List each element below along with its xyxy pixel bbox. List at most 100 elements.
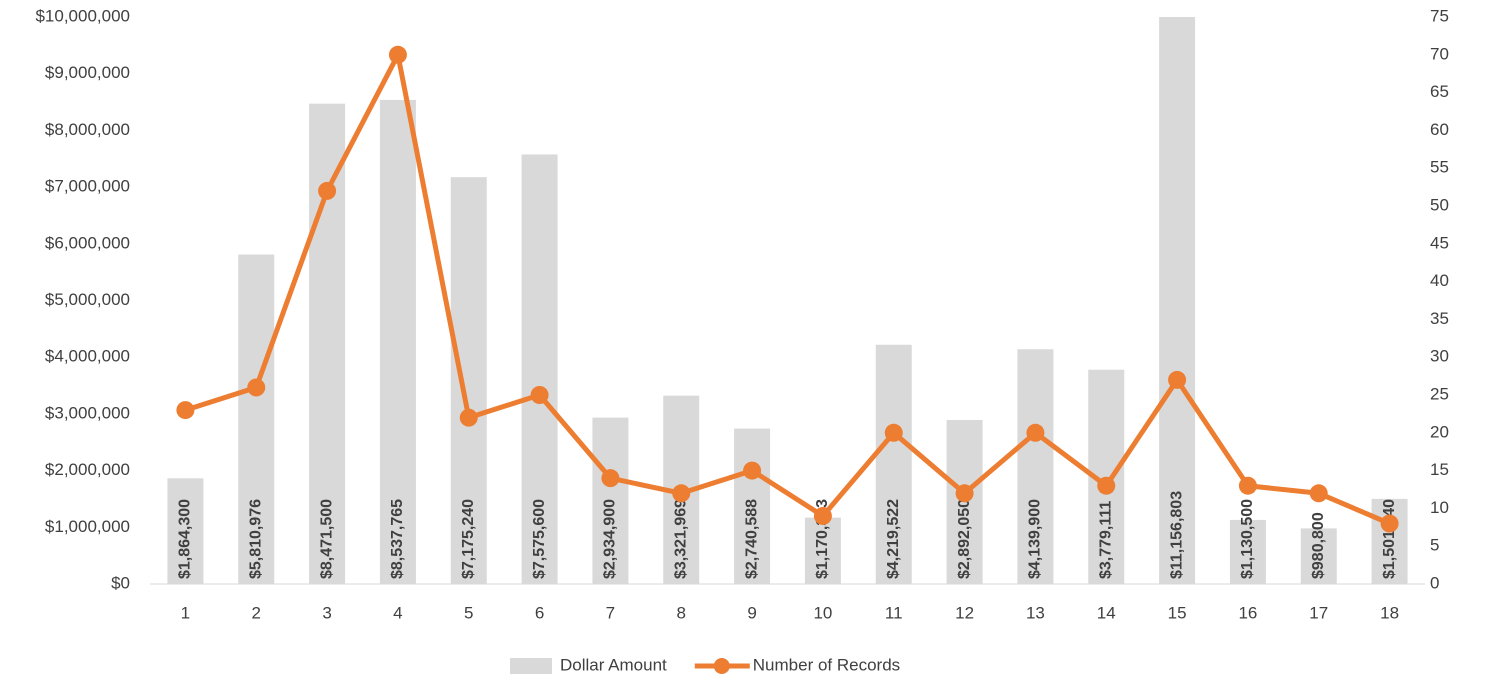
value-label: $980,800	[1310, 512, 1327, 579]
y2-tick-label: 5	[1430, 536, 1439, 555]
x-tick-label: 12	[955, 603, 974, 622]
value-label: $8,537,765	[389, 499, 406, 579]
bar	[875, 344, 912, 584]
bar	[734, 428, 771, 584]
bar	[1229, 519, 1266, 584]
value-label: $7,175,240	[460, 499, 477, 579]
bar	[450, 177, 487, 584]
line-marker	[601, 469, 620, 488]
value-label: $8,471,500	[318, 499, 335, 579]
value-label: $2,740,588	[743, 499, 760, 579]
value-label: $5,810,976	[247, 499, 264, 579]
line-marker	[176, 401, 195, 420]
bars	[167, 17, 1408, 584]
y2-tick-label: 20	[1430, 422, 1449, 441]
bar	[1159, 17, 1196, 584]
y2-tick-label: 75	[1430, 6, 1449, 25]
bar	[167, 478, 204, 584]
y2-tick-label: 45	[1430, 233, 1449, 252]
y2-tick-label: 60	[1430, 120, 1449, 139]
x-tick-label: 2	[252, 603, 261, 622]
bar	[521, 154, 558, 584]
y-tick-label: $9,000,000	[45, 63, 130, 82]
y-tick-label: $5,000,000	[45, 290, 130, 309]
bar	[238, 254, 275, 584]
line-marker	[1097, 476, 1116, 495]
line-marker	[1026, 423, 1045, 442]
legend-label: Dollar Amount	[560, 655, 667, 674]
x-tick-label: 15	[1168, 603, 1187, 622]
x-tick-label: 5	[464, 603, 473, 622]
value-label: $1,864,300	[177, 499, 194, 579]
x-tick-label: 9	[747, 603, 756, 622]
y2-tick-label: 50	[1430, 195, 1449, 214]
y2-tick-label: 15	[1430, 460, 1449, 479]
x-tick-label: 1	[181, 603, 190, 622]
value-label: $1,130,500	[1239, 499, 1256, 579]
y2-tick-label: 70	[1430, 44, 1449, 63]
line-marker	[743, 461, 762, 480]
line-marker	[1238, 476, 1257, 495]
value-label: $3,321,969	[672, 499, 689, 579]
line-marker	[1380, 514, 1399, 533]
value-label: $7,575,600	[531, 499, 548, 579]
y2-tick-label: 55	[1430, 158, 1449, 177]
y-tick-label: $4,000,000	[45, 347, 130, 366]
y-tick-label: $3,000,000	[45, 403, 130, 422]
value-label: $4,219,522	[885, 499, 902, 579]
x-tick-label: 16	[1238, 603, 1257, 622]
value-label: $1,501,740	[1381, 499, 1398, 579]
bar	[592, 417, 629, 584]
value-label: $4,139,900	[1027, 499, 1044, 579]
value-label: $2,934,900	[602, 499, 619, 579]
x-tick-label: 7	[606, 603, 615, 622]
x-tick-label: 10	[813, 603, 832, 622]
bar	[1017, 349, 1054, 584]
line-marker	[318, 181, 337, 200]
value-label: $11,156,803	[1168, 491, 1185, 579]
line-marker	[247, 378, 266, 397]
line-marker	[813, 506, 832, 525]
legend-label: Number of Records	[753, 655, 900, 674]
y2-tick-label: 10	[1430, 498, 1449, 517]
legend-swatch-marker	[713, 658, 730, 674]
line-marker	[388, 45, 407, 64]
line-marker	[1168, 370, 1187, 389]
x-tick-label: 3	[322, 603, 331, 622]
y2-tick-label: 25	[1430, 384, 1449, 403]
line	[184, 52, 1391, 526]
bar	[804, 517, 841, 584]
y-tick-label: $7,000,000	[45, 177, 130, 196]
bar	[1300, 528, 1337, 584]
x-tick-label: 13	[1026, 603, 1045, 622]
y2-tick-label: 65	[1430, 82, 1449, 101]
y-tick-label: $6,000,000	[45, 233, 130, 252]
y-tick-label: $8,000,000	[45, 120, 130, 139]
y2-tick-label: 30	[1430, 347, 1449, 366]
line-marker	[672, 484, 691, 503]
line-marker	[459, 408, 478, 427]
line-marker	[1309, 484, 1328, 503]
legend-swatch	[510, 658, 552, 674]
y2-tick-label: 40	[1430, 271, 1449, 290]
y2-tick-label: 0	[1430, 573, 1439, 592]
x-tick-label: 8	[677, 603, 686, 622]
value-label: $3,779,111	[1097, 501, 1114, 579]
y-tick-label: $2,000,000	[45, 460, 130, 479]
bar	[1371, 498, 1408, 584]
y2-tick-label: 35	[1430, 309, 1449, 328]
line-marker	[955, 484, 974, 503]
y-tick-label: $1,000,000	[45, 517, 130, 536]
x-tick-label: 17	[1309, 603, 1328, 622]
line-marker	[530, 386, 549, 404]
x-tick-label: 6	[535, 603, 544, 622]
y-tick-label: $0	[111, 573, 130, 592]
x-tick-label: 14	[1097, 603, 1116, 622]
line-marker	[884, 423, 903, 442]
x-tick-label: 11	[885, 603, 903, 622]
x-tick-label: 4	[393, 603, 402, 622]
value-label: $2,892,050	[956, 499, 973, 579]
bar	[379, 99, 416, 584]
y-tick-label: $10,000,000	[35, 6, 130, 25]
